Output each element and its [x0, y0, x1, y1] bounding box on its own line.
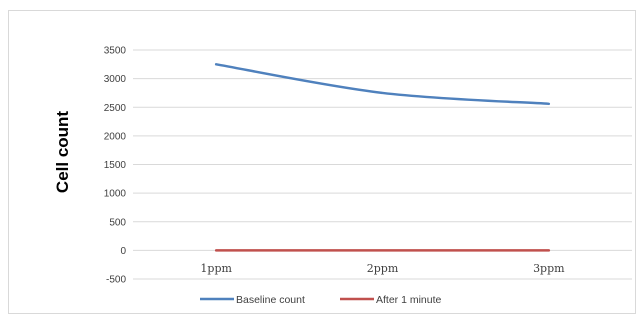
gridlines — [133, 49, 632, 280]
chart-area — [8, 10, 636, 314]
legend: Baseline count After 1 minute — [200, 294, 442, 306]
x-axis-tick-labels: 1ppm 2ppm 3ppm — [200, 262, 565, 275]
x-tick-label: 1ppm — [200, 262, 232, 275]
series-line — [214, 63, 551, 106]
y-tick-label: 500 — [109, 217, 126, 228]
x-tick-label: 2ppm — [367, 262, 399, 275]
y-tick-label: 2500 — [104, 103, 127, 114]
y-axis-tick-labels: 3500 3000 2500 2000 1500 1000 500 0 -500 — [104, 46, 127, 286]
x-tick-label: 3ppm — [533, 262, 565, 275]
y-tick-label: 0 — [120, 246, 126, 257]
y-tick-label: 2000 — [104, 131, 127, 142]
y-tick-label: 1500 — [104, 160, 127, 171]
legend-label: Baseline count — [236, 294, 305, 306]
y-axis-label: Cell count — [53, 111, 72, 194]
legend-label: After 1 minute — [376, 294, 442, 306]
y-tick-label: 1000 — [104, 189, 127, 200]
y-tick-label: -500 — [106, 275, 126, 286]
series-lines — [214, 63, 551, 252]
y-tick-label: 3000 — [104, 74, 127, 85]
y-tick-label: 3500 — [104, 46, 127, 57]
